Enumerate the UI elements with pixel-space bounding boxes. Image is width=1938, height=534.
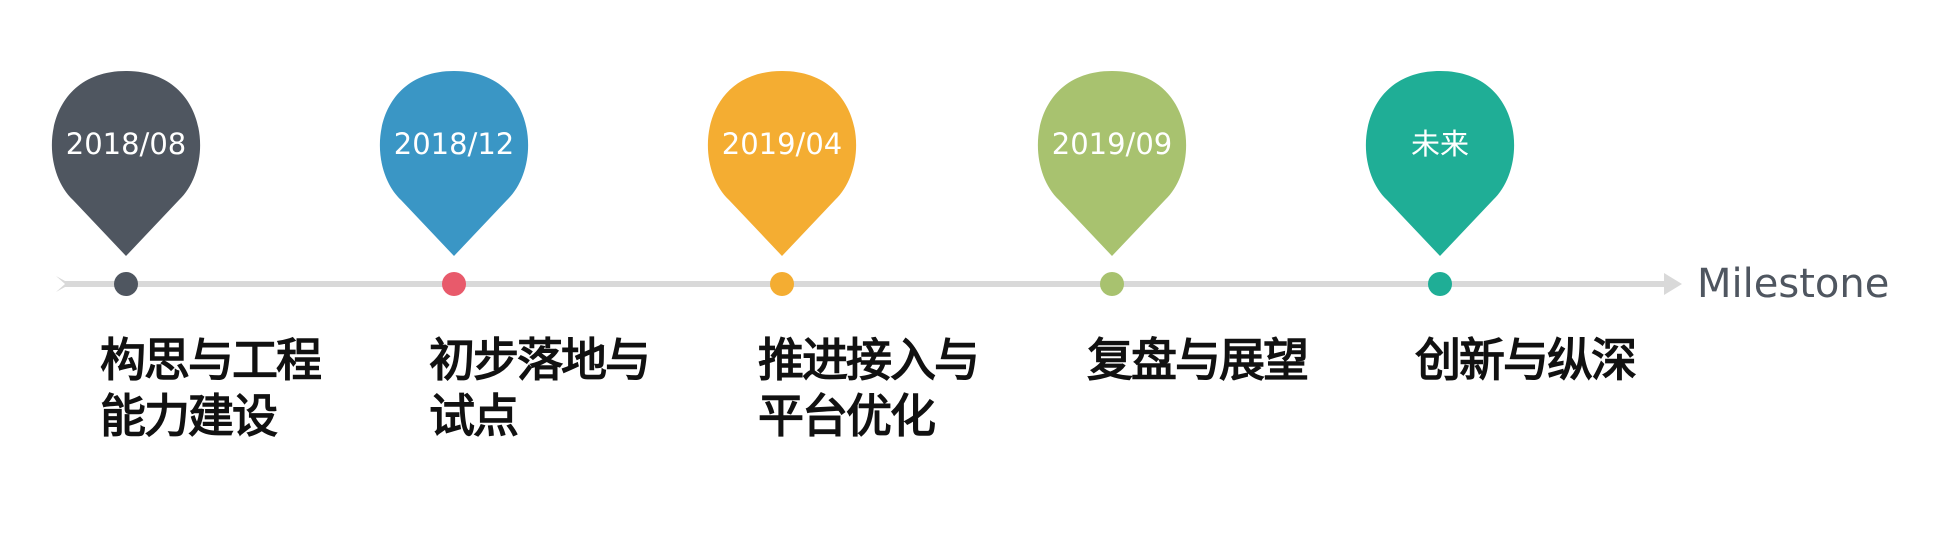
description-line: 初步落地与 xyxy=(429,333,651,387)
pin-shape xyxy=(1037,71,1187,256)
milestone-description-2: 初步落地与 试点 xyxy=(429,332,689,444)
description-line: 创新与纵深 xyxy=(1415,333,1637,387)
pin-date: 2018/08 xyxy=(66,127,186,161)
milestone-pin-2019-09: 2019/09 xyxy=(1037,71,1187,296)
description-line: 构思与工程 xyxy=(100,333,322,387)
timeline-dot xyxy=(114,272,138,296)
pin-shape xyxy=(707,71,857,256)
description-line: 能力建设 xyxy=(100,389,278,443)
milestone-description-1: 构思与工程 能力建设 xyxy=(100,332,360,444)
timeline-axis xyxy=(56,273,1682,295)
timeline-dot xyxy=(442,272,466,296)
milestone-description-3: 推进接入与 平台优化 xyxy=(758,332,1018,444)
pin-date: 2018/12 xyxy=(394,127,514,161)
pin-shape xyxy=(1365,71,1515,256)
milestone-heading: Milestone xyxy=(1697,261,1889,307)
pin-shape xyxy=(379,71,529,256)
description-line: 平台优化 xyxy=(758,389,936,443)
description-line: 试点 xyxy=(429,389,519,443)
milestone-pin-2018-12: 2018/12 xyxy=(379,71,529,296)
description-line: 复盘与展望 xyxy=(1087,333,1309,387)
pin-shape xyxy=(51,71,201,256)
milestone-description-4: 复盘与展望 xyxy=(1087,332,1347,388)
description-line: 推进接入与 xyxy=(758,333,980,387)
timeline-dot xyxy=(1428,272,1452,296)
milestone-pin-2018-08: 2018/08 xyxy=(51,71,201,296)
pin-date: 2019/04 xyxy=(722,127,842,161)
timeline-dot xyxy=(770,272,794,296)
milestone-pin-2019-04: 2019/04 xyxy=(707,71,857,296)
milestone-description-5: 创新与纵深 xyxy=(1415,332,1675,388)
pin-date: 2019/09 xyxy=(1052,127,1172,161)
pin-date: 未来 xyxy=(1411,127,1469,161)
timeline-dot xyxy=(1100,272,1124,296)
milestone-pin-future: 未来 xyxy=(1365,71,1515,296)
